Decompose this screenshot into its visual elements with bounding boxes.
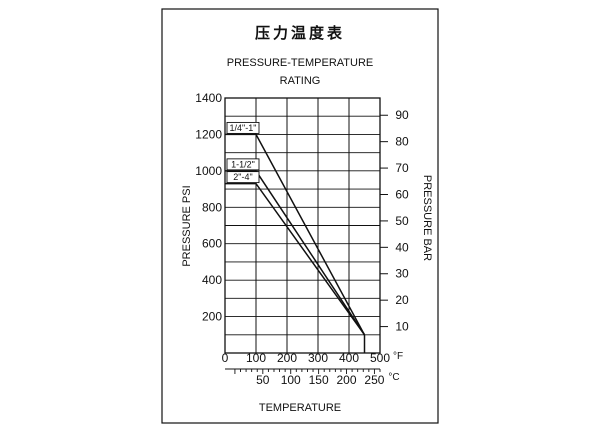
- y-tick-label-right: 50: [395, 214, 409, 228]
- series-line: [225, 133, 366, 336]
- series-line: [225, 182, 366, 336]
- chart-title-chinese: 压力温度表: [255, 24, 345, 42]
- x-tick-label-f: 200: [277, 351, 297, 365]
- x-unit-c: °C: [388, 372, 399, 383]
- y-tick-label-left: 1400: [195, 91, 222, 105]
- series-line: [225, 170, 366, 336]
- y-axis-label-left: PRESSURE PSI: [181, 185, 193, 266]
- y-axis-label-right: PRESSURE BAR: [421, 175, 433, 261]
- series-label: 1/4"-1": [230, 123, 257, 133]
- x-tick-label-f: 400: [339, 351, 359, 365]
- x-tick-label-f: 0: [222, 351, 229, 365]
- series-lines: [225, 133, 366, 353]
- x-tick-label-f: 500: [370, 351, 390, 365]
- y-tick-label-right: 80: [395, 135, 409, 149]
- x-tick-label-c: 150: [309, 373, 329, 387]
- y-tick-label-right: 90: [395, 108, 409, 122]
- series-label-box: [226, 121, 260, 134]
- plot-area-border: [224, 97, 381, 354]
- y-tick-label-left: 800: [202, 200, 222, 214]
- y-tick-label-right: 70: [395, 161, 409, 175]
- x-tick-label-c: 250: [364, 373, 384, 387]
- x-tick-label-f: 100: [246, 351, 266, 365]
- series-label-box: [226, 158, 260, 171]
- y-tick-label-right: 30: [395, 267, 409, 281]
- series-labels: 1/4"-1" 1-1/2" 2"-4": [226, 121, 260, 184]
- x-tick-label-c: 50: [256, 373, 270, 387]
- x-axis-label: TEMPERATURE: [259, 402, 341, 414]
- y-tick-label-left: 600: [202, 237, 222, 251]
- y-tick-label-left: 400: [202, 273, 222, 287]
- y-tick-label-right: 60: [395, 187, 409, 201]
- series-label-box: [226, 171, 260, 184]
- axis-ticks: 2004006008001000120014001020304050607080…: [195, 91, 409, 387]
- chart-frame: [161, 8, 439, 424]
- x-tick-label-c: 100: [281, 373, 301, 387]
- y-tick-label-left: 1000: [195, 164, 222, 178]
- y-tick-label-right: 40: [395, 240, 409, 254]
- y-tick-label-right: 10: [395, 320, 409, 334]
- x-tick-label-f: 300: [308, 351, 328, 365]
- x-unit-f: °F: [393, 351, 403, 362]
- series-label: 1-1/2": [231, 159, 255, 169]
- series-label: 2"-4": [233, 172, 252, 182]
- y-tick-label-left: 200: [202, 310, 222, 324]
- chart-title-line2: RATING: [280, 75, 321, 87]
- y-tick-label-right: 20: [395, 293, 409, 307]
- y-tick-label-left: 1200: [195, 127, 222, 141]
- x-tick-label-c: 200: [337, 373, 357, 387]
- chart-title-line1: PRESSURE-TEMPERATURE: [227, 57, 373, 69]
- grid: [224, 97, 381, 354]
